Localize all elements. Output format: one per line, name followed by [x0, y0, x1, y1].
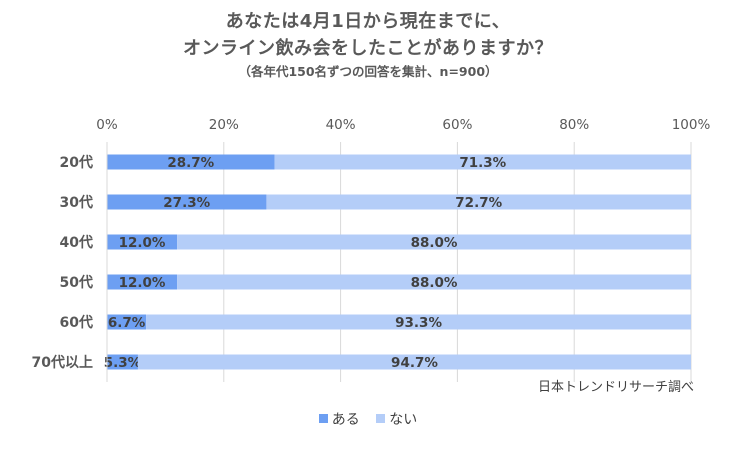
bar-aru-1	[107, 194, 267, 210]
chart-legend: ある ない	[0, 409, 736, 429]
x-tick-label-5: 100%	[672, 117, 711, 133]
chart-subtitle: （各年代150名ずつの回答を集計、n=900）	[238, 64, 498, 79]
x-tick-label-3: 60%	[442, 117, 472, 133]
bar-aru-5	[107, 354, 138, 370]
legend-item-nai: ない	[376, 409, 417, 429]
category-label-3: 50代	[60, 274, 93, 291]
x-tick-label-1: 20%	[209, 117, 239, 133]
data-label-aru-1: 27.3%	[163, 195, 210, 211]
data-label-nai-4: 93.3%	[395, 315, 442, 331]
x-tick-label-0: 0%	[96, 117, 118, 133]
legend-item-aru: ある	[318, 409, 360, 429]
category-label-5: 70代以上	[32, 354, 93, 371]
legend-swatch-nai	[376, 414, 386, 423]
chart-title-block: あなたは4月1日から現在までに、 オンライン飲み会をしたことがありますか？ （各…	[0, 8, 736, 81]
data-label-nai-2: 88.0%	[411, 235, 458, 251]
category-label-2: 40代	[60, 234, 93, 251]
data-label-nai-3: 88.0%	[411, 275, 458, 291]
x-tick-label-4: 80%	[559, 117, 589, 133]
category-label-0: 20代	[60, 154, 93, 171]
category-label-1: 30代	[60, 194, 93, 211]
data-label-nai-0: 71.3%	[459, 155, 506, 171]
chart-title-line-2: オンライン飲み会をしたことがありますか？	[183, 38, 553, 59]
legend-label-aru: ある	[331, 412, 360, 428]
bar-nai-4	[146, 314, 692, 330]
legend-label-nai: ない	[389, 412, 418, 428]
bar-aru-4	[107, 314, 147, 330]
bar-nai-2	[177, 234, 691, 250]
data-label-aru-5: 5.3%	[104, 355, 142, 371]
data-label-nai-1: 72.7%	[455, 195, 502, 211]
category-label-4: 60代	[60, 314, 93, 331]
bar-nai-0	[274, 154, 691, 170]
bar-nai-3	[177, 274, 691, 290]
data-label-aru-4: 6.7%	[108, 315, 146, 331]
x-tick-label-2: 40%	[326, 117, 356, 133]
bar-aru-2	[107, 234, 178, 250]
data-label-aru-2: 12.0%	[119, 235, 166, 251]
bar-aru-3	[107, 274, 178, 290]
bar-aru-0	[107, 154, 275, 170]
bar-nai-5	[137, 354, 691, 370]
chart-title-line-1: あなたは4月1日から現在までに、	[225, 11, 511, 32]
bar-nai-1	[266, 194, 691, 210]
data-label-aru-0: 28.7%	[167, 155, 214, 171]
source-note: 日本トレンドリサーチ調べ	[537, 380, 694, 395]
data-label-nai-5: 94.7%	[391, 355, 438, 371]
data-label-aru-3: 12.0%	[119, 275, 166, 291]
legend-swatch-aru	[318, 414, 328, 423]
